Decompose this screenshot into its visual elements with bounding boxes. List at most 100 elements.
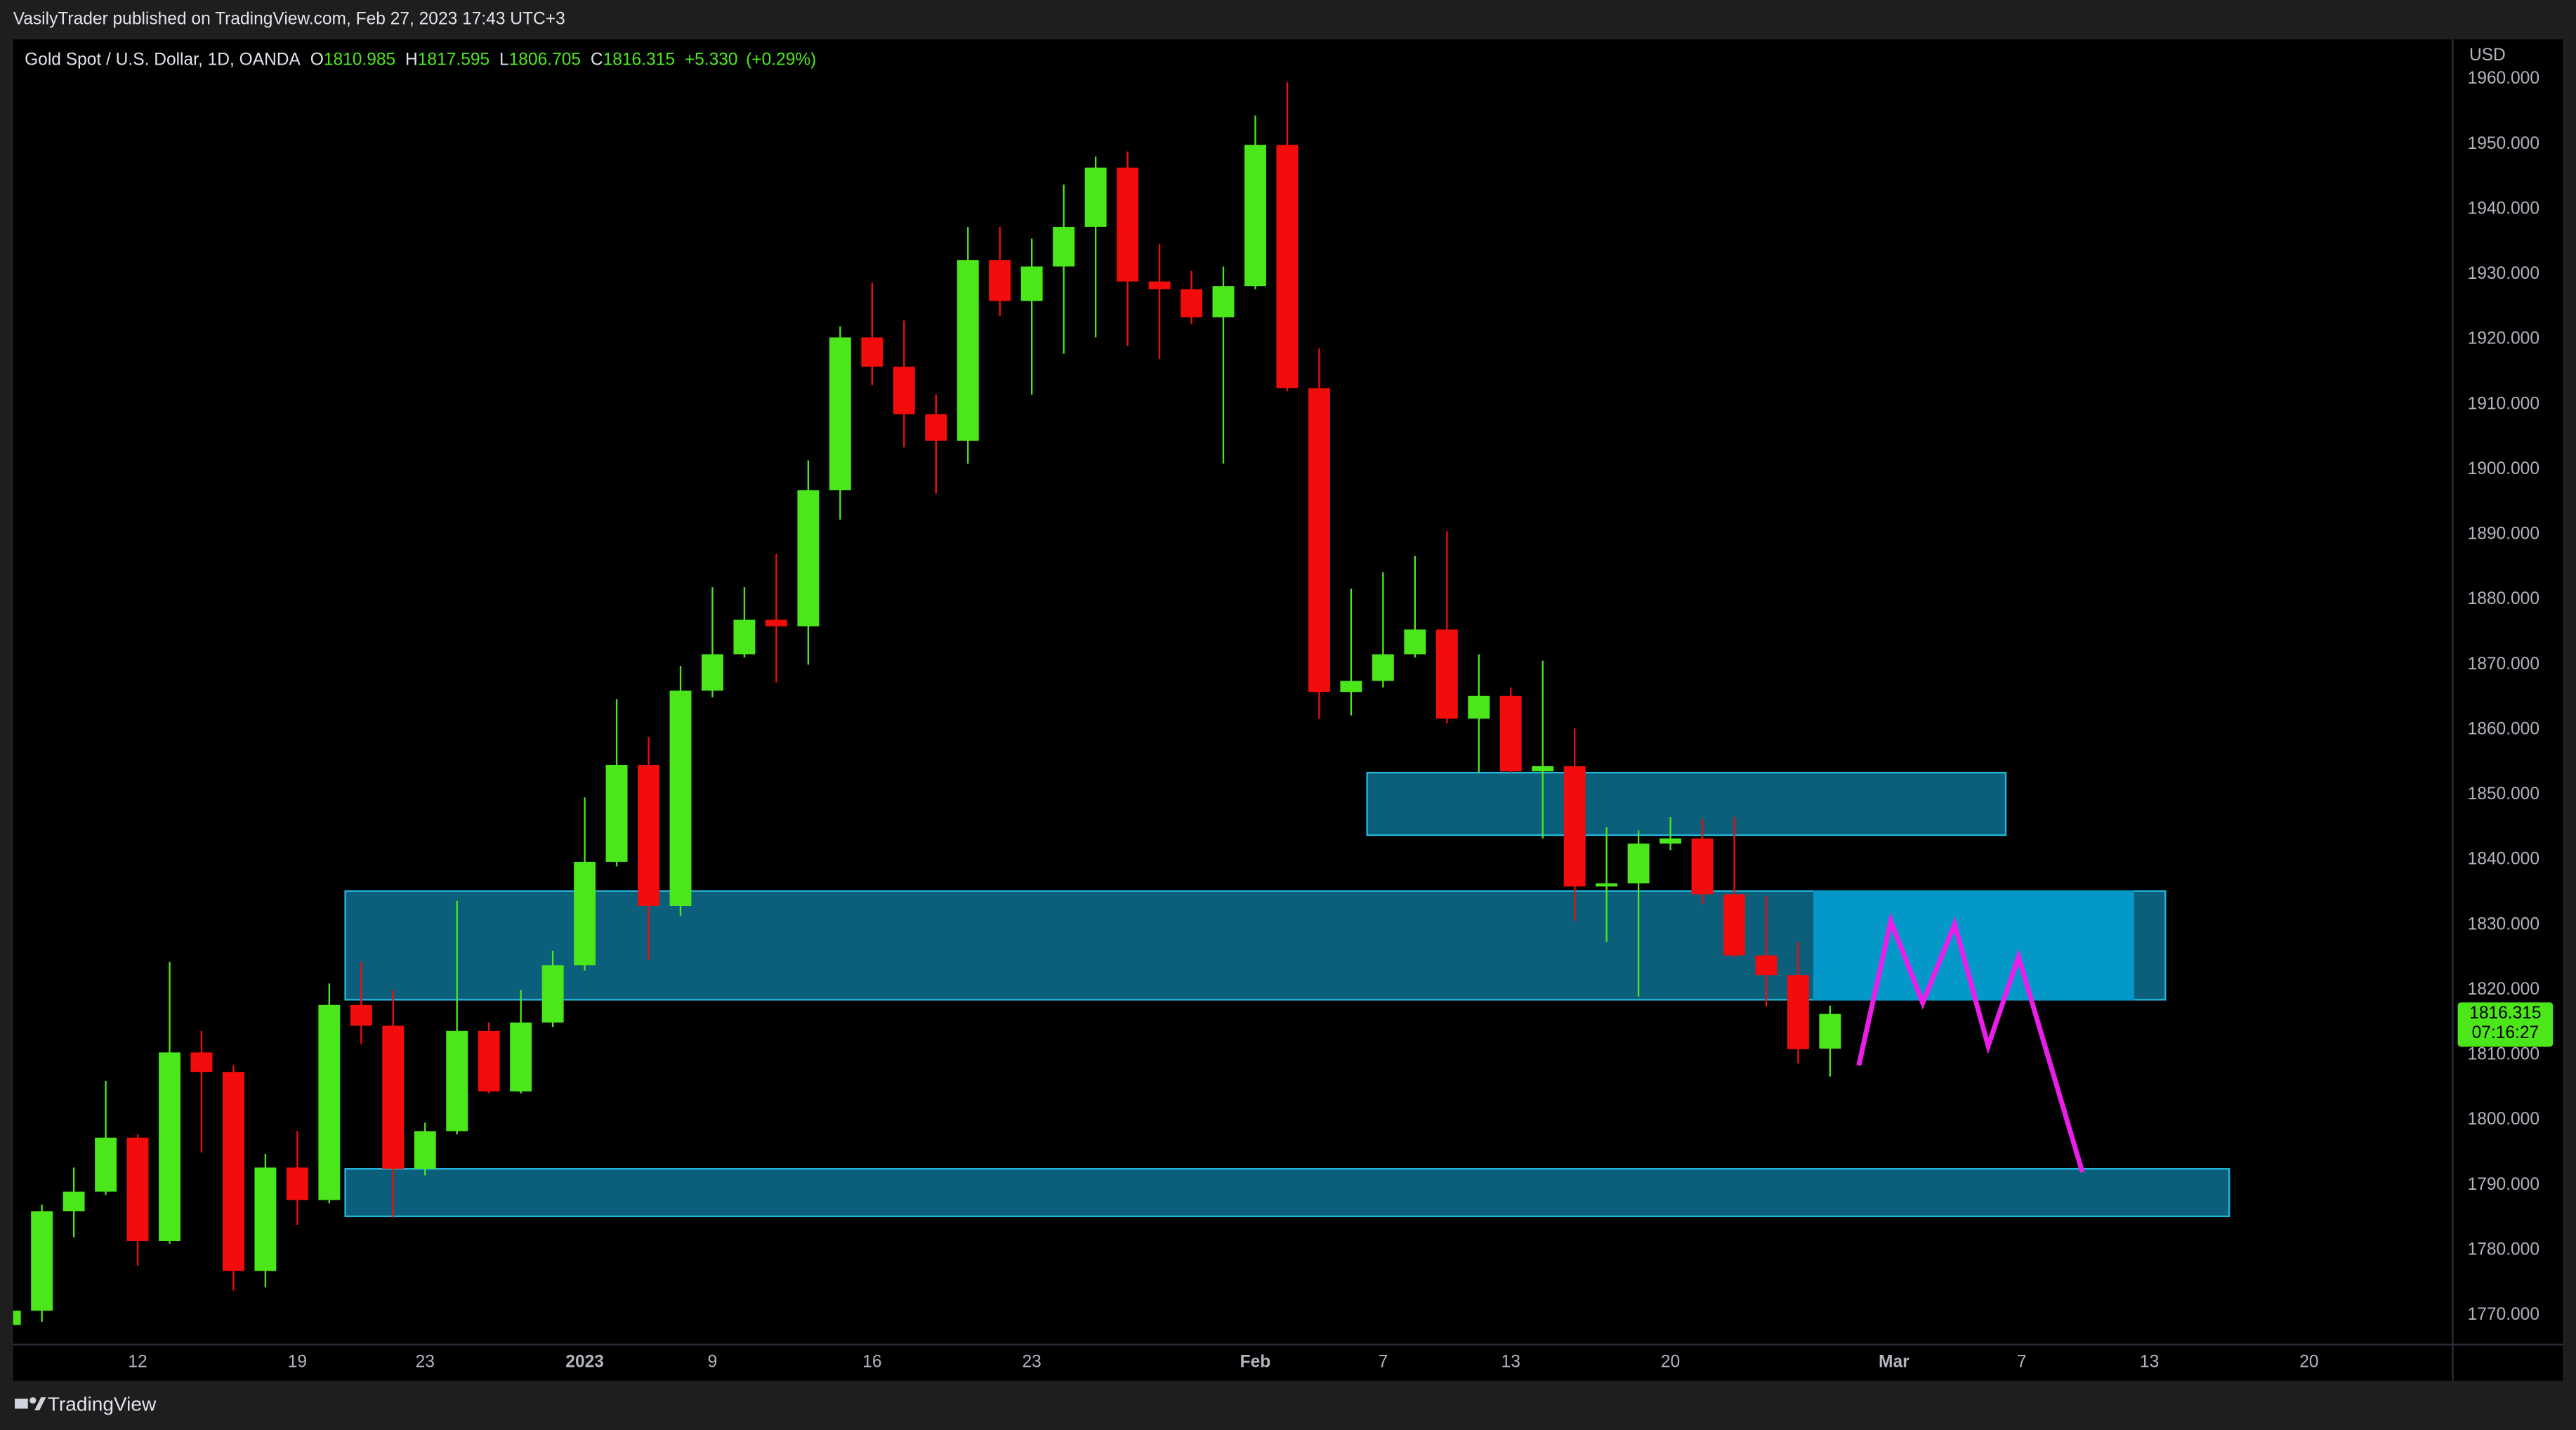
candle-body	[1117, 167, 1139, 282]
candle-body	[382, 1025, 405, 1169]
candle-body	[1819, 1014, 1841, 1049]
y-tick-label: 1940.000	[2468, 199, 2539, 218]
candle-body	[1308, 388, 1330, 693]
candle-body	[190, 1052, 213, 1072]
zone	[1813, 890, 2135, 1001]
ohlc-label: O	[310, 51, 324, 70]
y-tick-label: 1930.000	[2468, 264, 2539, 283]
x-tick-label: 20	[1661, 1353, 1680, 1372]
banner: VasilyTrader published on TradingView.co…	[13, 10, 565, 29]
x-tick-label: Feb	[1240, 1353, 1271, 1372]
y-tick-label: 1810.000	[2468, 1045, 2539, 1064]
x-tick-label: 23	[416, 1353, 435, 1372]
x-tick-label: Mar	[1879, 1353, 1910, 1372]
y-tick-label: 1900.000	[2468, 459, 2539, 478]
x-tick-label: 13	[1501, 1353, 1520, 1372]
y-axis-label: USD	[2469, 46, 2506, 65]
candle-body	[1276, 145, 1299, 388]
candle-body	[1053, 226, 1075, 267]
y-tick-label: 1950.000	[2468, 134, 2539, 153]
high-value: 1817.595	[418, 51, 489, 70]
candle-body	[733, 619, 756, 655]
projection-path	[1856, 912, 2085, 1173]
candle-body	[989, 260, 1011, 301]
y-tick-label: 1860.000	[2468, 719, 2539, 738]
y-tick-label: 1820.000	[2468, 980, 2539, 999]
y-tick-label: 1850.000	[2468, 785, 2539, 803]
y-tick-label: 1790.000	[2468, 1175, 2539, 1194]
x-tick-label: 23	[1023, 1353, 1041, 1372]
close-value: 1816.315	[603, 51, 675, 70]
candle-body	[1596, 883, 1618, 887]
candle-body	[1691, 838, 1714, 895]
candle-body	[1787, 975, 1809, 1049]
candle-body	[1020, 266, 1043, 301]
x-tick-label: 7	[1379, 1353, 1388, 1372]
candle-body	[925, 414, 947, 441]
candle-body	[1723, 894, 1745, 956]
x-tick-label: 2023	[565, 1353, 604, 1372]
x-tick-label: 19	[288, 1353, 307, 1372]
x-tick-label: 16	[862, 1353, 881, 1372]
candle-body	[1244, 145, 1266, 287]
candle-body	[861, 337, 883, 367]
candle-body	[478, 1030, 500, 1091]
candle-body	[414, 1131, 436, 1169]
candle-body	[1499, 695, 1522, 772]
price-tag	[2457, 1002, 2554, 1047]
candle-body	[1148, 281, 1171, 289]
ohlc-label: C	[591, 51, 603, 70]
candle-body	[765, 619, 787, 627]
candle-body	[638, 764, 660, 906]
candle-body	[126, 1137, 149, 1242]
candle-body	[1755, 955, 1777, 976]
candle-body	[286, 1167, 308, 1200]
candle-body	[63, 1191, 85, 1212]
candle-body	[350, 1004, 372, 1026]
price-tag-countdown: 07:16:27	[2472, 1023, 2539, 1042]
x-tick-label: 9	[708, 1353, 718, 1372]
x-tick-label: 20	[2299, 1353, 2318, 1372]
candle-body	[669, 690, 692, 906]
y-tick-label: 1890.000	[2468, 525, 2539, 544]
price-tag-value: 1816.315	[2469, 1004, 2541, 1023]
candle-body	[1340, 681, 1362, 693]
candle-body	[446, 1030, 468, 1131]
candle-body	[605, 764, 628, 862]
candle-body	[1372, 654, 1394, 681]
candle-body	[1627, 844, 1650, 884]
candle-body	[13, 1311, 21, 1325]
x-tick-label: 13	[2140, 1353, 2159, 1372]
open-value: 1810.985	[324, 51, 395, 70]
candle-body	[829, 337, 851, 491]
candle-body	[1468, 695, 1490, 719]
candle-body	[31, 1211, 53, 1311]
candle-body	[893, 367, 915, 414]
ohlc-label: H	[405, 51, 418, 70]
symbol: Gold Spot / U.S. Dollar, 1D, OANDA	[25, 51, 301, 70]
candle-body	[957, 260, 979, 441]
tradingview-logo	[15, 1397, 46, 1410]
candle-body	[1532, 766, 1554, 772]
candle-body	[159, 1052, 180, 1242]
plot	[13, 82, 2230, 1325]
y-tick-label: 1920.000	[2468, 329, 2539, 348]
candle-body	[1404, 629, 1426, 655]
low-value: 1806.705	[509, 51, 581, 70]
ohlc-label: L	[499, 51, 509, 70]
legend-header: Gold Spot / U.S. Dollar, 1D, OANDA O1810…	[25, 51, 816, 70]
y-tick-label: 1800.000	[2468, 1110, 2539, 1129]
x-tick-label: 12	[128, 1353, 147, 1372]
candle-body	[1181, 289, 1202, 317]
candle-body	[797, 490, 820, 627]
x-tick-label: 7	[2017, 1353, 2027, 1372]
candle-body	[1563, 766, 1586, 887]
candle-body	[1212, 286, 1235, 317]
change-pct: (+0.29%)	[746, 51, 816, 70]
candle-body	[1660, 838, 1682, 844]
candle-body	[702, 654, 723, 691]
brand: TradingView	[48, 1393, 157, 1415]
y-tick-label: 1780.000	[2468, 1240, 2539, 1259]
